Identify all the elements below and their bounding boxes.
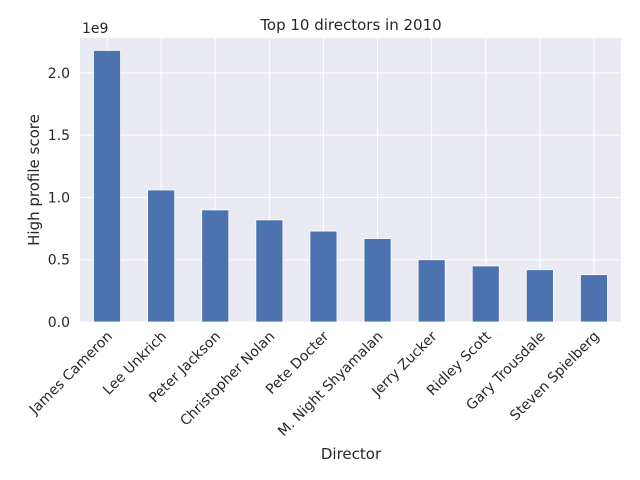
y-tick-labels: 0.0 0.5 1.0 1.5 2.0 xyxy=(48,66,70,331)
x-tick-label: M. Night Shyamalan xyxy=(275,329,386,440)
bar xyxy=(363,238,392,323)
x-tick-label: Steven Spielberg xyxy=(507,329,603,425)
y-tick-label: 1.5 xyxy=(48,128,70,144)
bar xyxy=(201,209,230,323)
bar xyxy=(580,274,608,323)
bar xyxy=(93,50,121,323)
y-offset-label: 1e9 xyxy=(82,21,108,37)
bar xyxy=(147,189,176,323)
x-axis-label: Director xyxy=(321,445,382,463)
y-tick-label: 0.0 xyxy=(48,315,70,331)
y-tick-label: 0.5 xyxy=(48,253,70,269)
x-tick-label: James Cameron xyxy=(26,329,116,419)
chart-title: Top 10 directors in 2010 xyxy=(259,16,441,34)
bar xyxy=(525,269,554,323)
bars xyxy=(93,50,608,323)
y-tick-label: 1.0 xyxy=(48,190,70,206)
bar xyxy=(417,259,446,323)
bar xyxy=(255,219,284,323)
y-tick-label: 2.0 xyxy=(48,66,70,82)
bar xyxy=(309,230,338,323)
x-tick-label: Christopher Nolan xyxy=(177,329,278,430)
bar xyxy=(471,265,500,323)
y-axis-label: High profile score xyxy=(25,114,43,246)
